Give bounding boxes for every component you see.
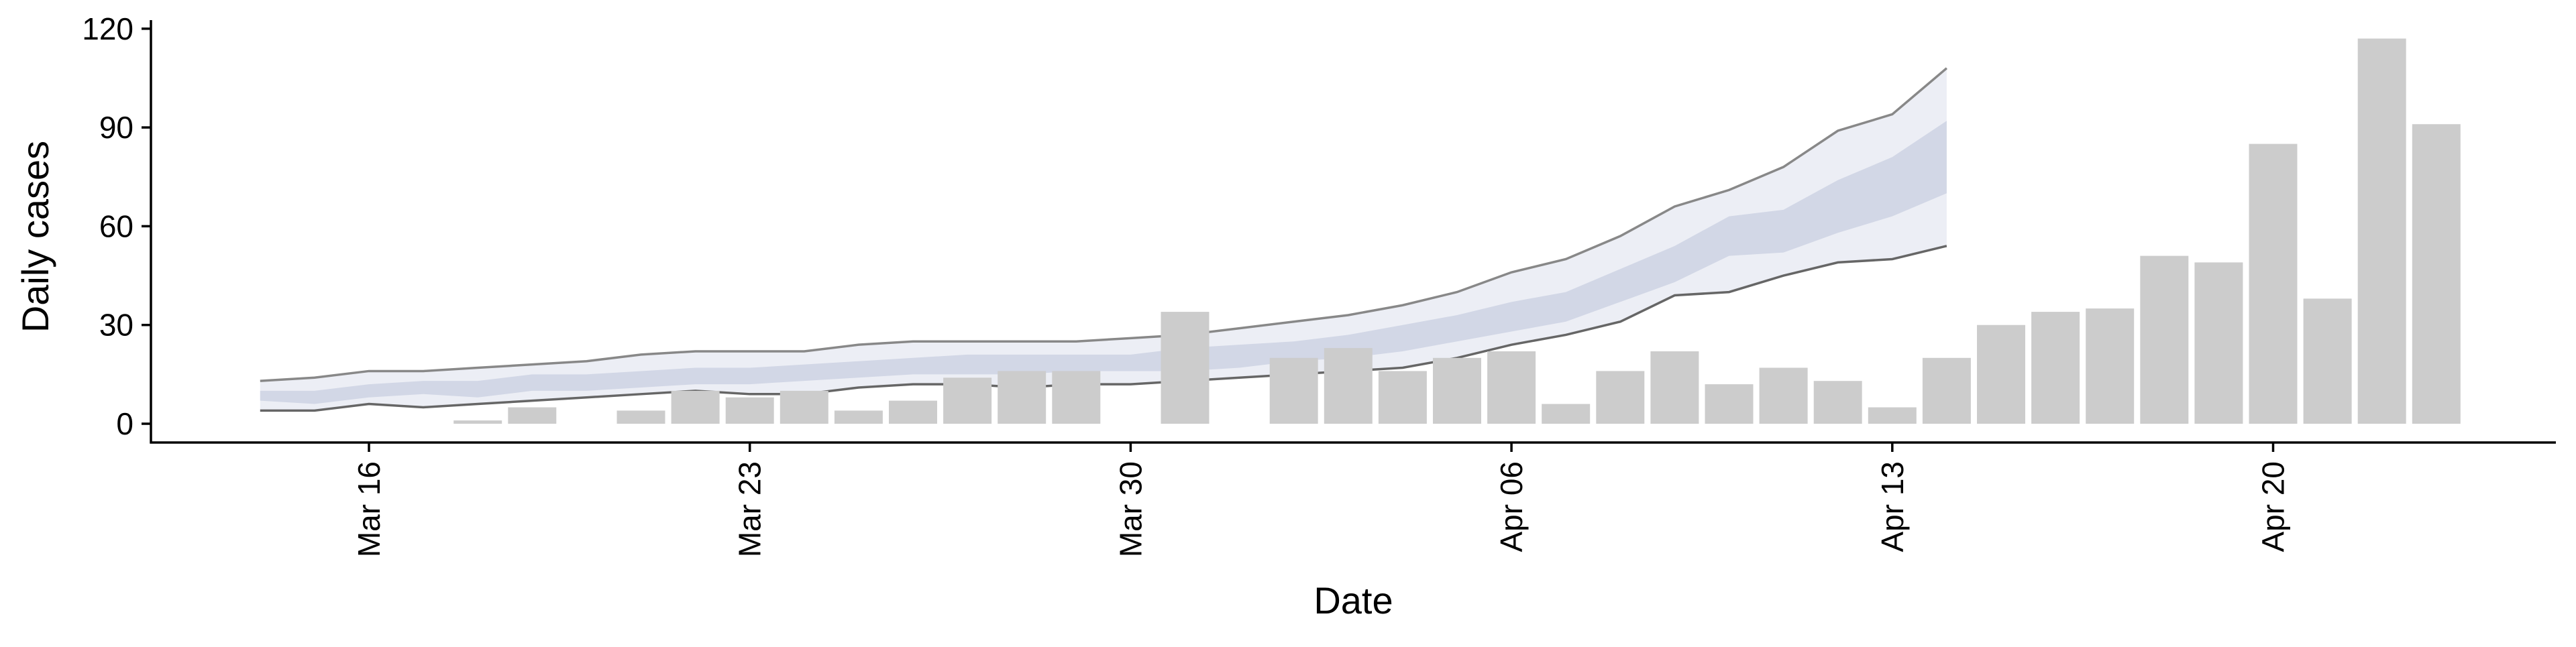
x-tick-label-2020-04-20: Apr 20 (2256, 461, 2291, 552)
forecast-bands (260, 68, 1947, 411)
bar-2020-04-18 (2140, 255, 2189, 424)
bar-2020-04-08 (1596, 371, 1645, 424)
bar-2020-03-28 (998, 371, 1046, 424)
bar-2020-03-18 (453, 420, 502, 424)
y-tick-label-30: 30 (99, 308, 133, 343)
bar-2020-03-19 (508, 407, 557, 424)
y-tick-label-120: 120 (82, 11, 133, 46)
x-axis-title: Date (1313, 579, 1393, 622)
bar-2020-03-31 (1161, 312, 1210, 424)
lower-interval-line (260, 245, 1947, 412)
bar-2020-04-09 (1650, 351, 1699, 424)
bar-2020-04-10 (1705, 384, 1754, 424)
bar-2020-04-07 (1542, 404, 1591, 424)
bar-2020-04-12 (1813, 381, 1862, 424)
bar-2020-03-22 (671, 390, 720, 424)
x-ticks: Mar 16 Mar 23 Mar 30 Apr 06 Apr 13 Apr 20 (352, 443, 2291, 557)
bar-2020-03-27 (943, 377, 992, 424)
bar-2020-04-14 (1922, 357, 1971, 424)
bar-2020-03-29 (1052, 371, 1101, 424)
y-axis-title: Daily cases (14, 141, 56, 333)
bar-2020-04-20 (2249, 143, 2298, 424)
bar-2020-04-06 (1487, 351, 1536, 424)
bar-2020-03-24 (780, 390, 828, 424)
bar-2020-04-19 (2194, 262, 2243, 424)
bar-2020-04-05 (1433, 357, 1481, 424)
forecast-interval-lines (260, 67, 1948, 412)
x-tick-label-2020-03-30: Mar 30 (1113, 461, 1148, 557)
bar-2020-04-04 (1378, 371, 1427, 424)
bar-2020-04-23 (2412, 124, 2461, 424)
y-tick-label-0: 0 (116, 406, 133, 441)
bar-2020-04-17 (2086, 308, 2135, 424)
bar-2020-04-03 (1324, 348, 1373, 424)
x-tick-label-2020-04-13: Apr 13 (1875, 461, 1910, 552)
y-ticks: 0 30 60 90 120 (82, 11, 151, 441)
x-tick-label-2020-03-23: Mar 23 (733, 461, 767, 557)
bar-2020-04-02 (1269, 357, 1318, 424)
x-tick-label-2020-04-06: Apr 06 (1494, 461, 1529, 552)
y-tick-label-60: 60 (99, 209, 133, 243)
bar-2020-03-25 (834, 410, 883, 424)
y-tick-label-90: 90 (99, 110, 133, 145)
bar-2020-04-21 (2303, 298, 2352, 424)
axes (150, 20, 2556, 444)
bar-2020-04-13 (1868, 407, 1917, 424)
bar-2020-03-26 (889, 400, 937, 424)
bar-2020-04-16 (2031, 312, 2080, 424)
bar-2020-03-21 (616, 410, 665, 424)
bar-2020-04-15 (1977, 325, 2025, 424)
bar-2020-04-22 (2357, 38, 2406, 424)
bar-2020-03-23 (725, 397, 774, 424)
x-tick-label-2020-03-16: Mar 16 (352, 461, 386, 557)
observed-bars (453, 38, 2461, 424)
bar-2020-04-11 (1759, 367, 1808, 424)
upper-interval-line (260, 67, 1948, 382)
